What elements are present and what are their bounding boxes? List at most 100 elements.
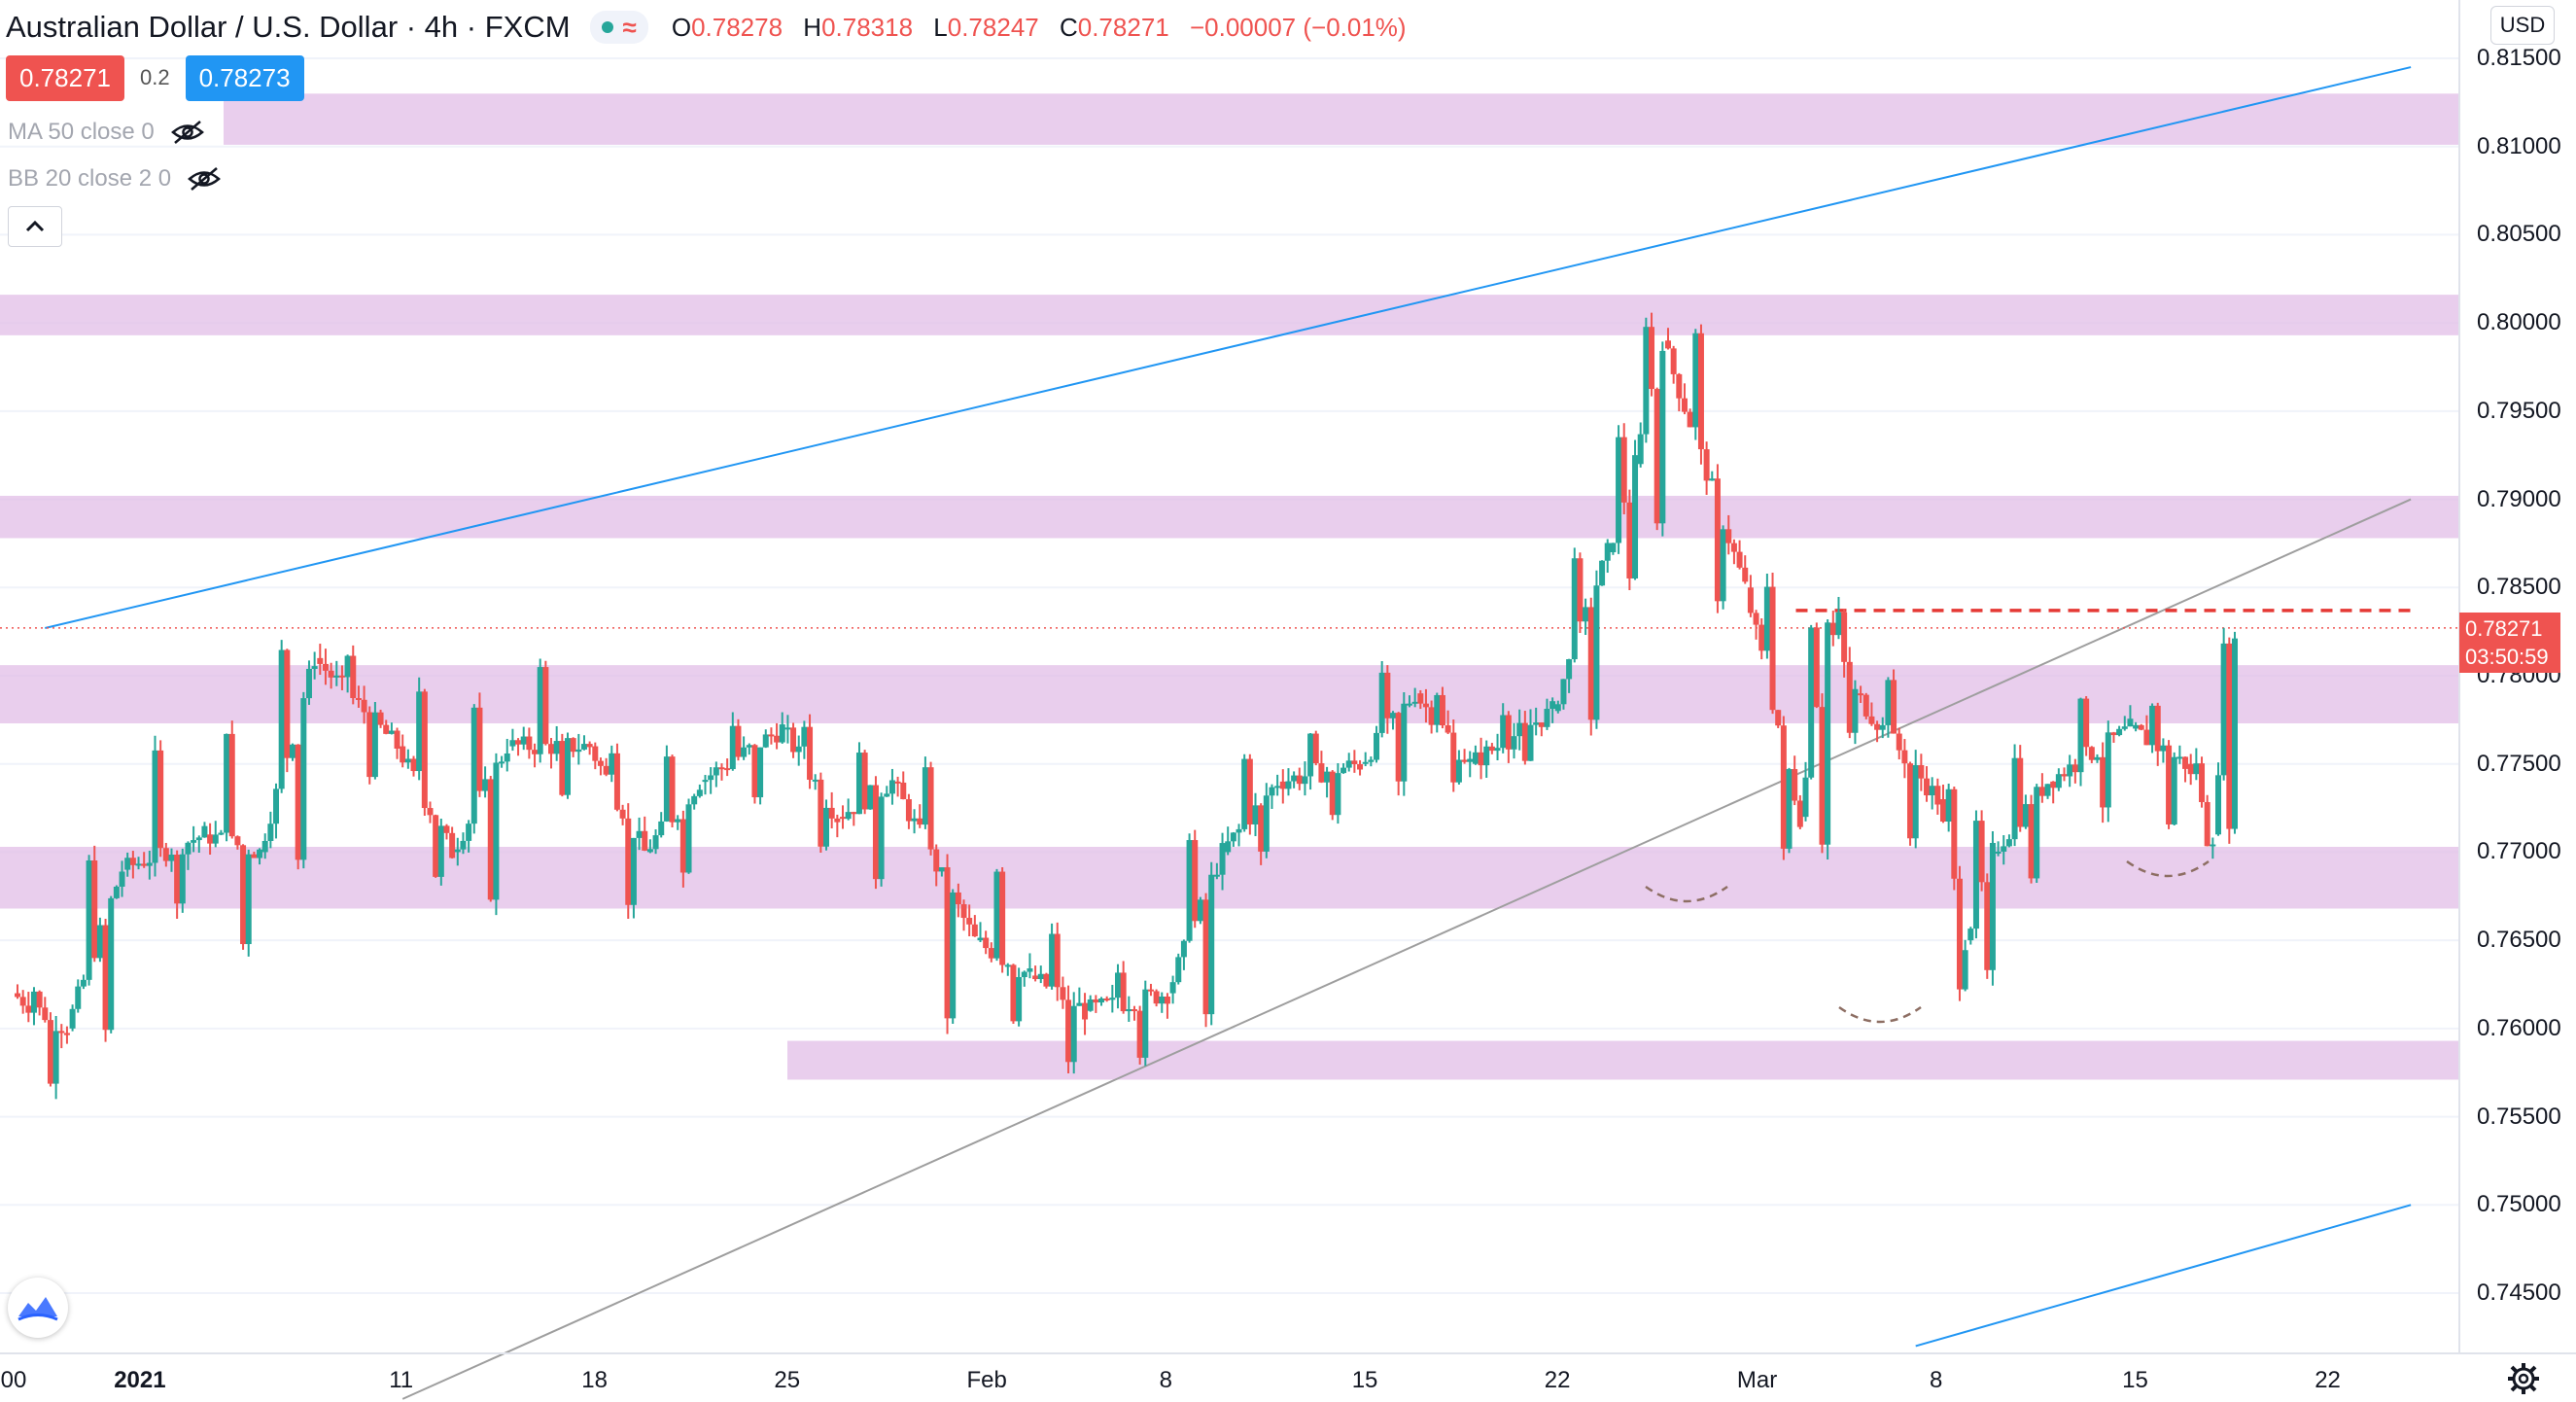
candle-down	[383, 724, 390, 734]
candle-up	[823, 807, 830, 847]
candle-up	[1269, 787, 1275, 796]
candle-down	[1136, 1010, 1143, 1058]
candle-down	[1725, 529, 1732, 543]
candle-down	[63, 1033, 70, 1035]
chevron-up-icon	[25, 220, 45, 232]
candle-down	[2166, 745, 2173, 824]
candle-up	[537, 667, 543, 754]
candle-up	[416, 691, 423, 772]
candle-up	[371, 712, 378, 778]
candle-down	[1670, 348, 1677, 374]
candle-up	[1885, 680, 1892, 725]
collapse-legend-button[interactable]	[8, 206, 62, 247]
candle-up	[108, 897, 115, 1031]
candle-down	[1445, 725, 1451, 733]
candle-up	[609, 753, 615, 775]
candle-up	[245, 854, 252, 945]
candle-up	[2176, 756, 2183, 759]
candle-up	[1241, 758, 1248, 829]
time-axis-label: 15	[2122, 1367, 2148, 1393]
symbol-legend: Australian Dollar / U.S. Dollar · 4h · F…	[6, 4, 1420, 51]
candle-up	[1604, 543, 1611, 561]
buy-button[interactable]: 0.78273	[185, 54, 304, 101]
time-axis-label: 22	[1544, 1367, 1571, 1393]
time-axis-label: 22	[2315, 1367, 2341, 1393]
trendline-gray	[401, 498, 2412, 1400]
tradingview-logo-button[interactable]	[8, 1278, 68, 1338]
symbol-title[interactable]: Australian Dollar / U.S. Dollar · 4h · F…	[6, 10, 571, 44]
candle-down	[1065, 999, 1072, 1063]
candle-down	[1478, 752, 1484, 766]
candle-up	[2210, 844, 2216, 847]
gear-icon[interactable]	[2504, 1359, 2543, 1398]
candle-down	[91, 860, 98, 959]
candle-up	[466, 824, 472, 841]
candle-down	[1742, 567, 1749, 582]
candle-up	[344, 655, 351, 678]
price-axis-label: 0.79500	[2477, 397, 2561, 424]
candle-up	[1720, 529, 1726, 602]
time-axis-label: 8	[1930, 1367, 1943, 1393]
price-zone	[787, 1040, 2459, 1080]
candle-up	[2094, 756, 2101, 760]
indicator-ma[interactable]: MA 50 close 0	[8, 115, 205, 150]
candle-down	[1202, 899, 1209, 1015]
candle-down	[2204, 801, 2210, 847]
candle-down	[526, 736, 533, 751]
candle-up	[729, 725, 736, 770]
candle-up	[1610, 543, 1617, 552]
candle-up	[708, 775, 714, 781]
price-axis-label: 0.74500	[2477, 1279, 2561, 1306]
candle-up	[2067, 764, 2073, 777]
eye-hidden-icon[interactable]	[187, 166, 222, 192]
candle-down	[905, 799, 912, 822]
candle-down	[2182, 756, 2189, 769]
candle-down	[818, 779, 824, 847]
candle-down	[1279, 781, 1286, 789]
candle-down	[2187, 763, 2194, 775]
candle-down	[1846, 661, 1853, 733]
spread-value: 0.2	[139, 65, 170, 89]
candle-up	[938, 867, 945, 872]
candle-down	[1891, 680, 1897, 734]
currency-button[interactable]: USD	[2490, 6, 2555, 45]
candle-down	[58, 1031, 65, 1034]
candle-up	[80, 979, 87, 987]
candle-down	[625, 818, 632, 905]
status-pill[interactable]: ≈	[589, 11, 648, 44]
candle-up	[311, 666, 318, 669]
candle-down	[141, 863, 148, 866]
candle-up	[702, 780, 709, 783]
candle-up	[696, 789, 703, 796]
indicator-bb[interactable]: BB 20 close 2 0	[8, 161, 222, 196]
candle-up	[30, 991, 37, 1013]
candle-up	[1472, 752, 1479, 764]
candle-down	[427, 808, 434, 816]
eye-hidden-icon[interactable]	[170, 120, 205, 145]
candle-up	[1802, 777, 1809, 818]
candle-up	[2171, 756, 2177, 824]
candle-down	[1032, 975, 1039, 980]
wave-icon: ≈	[622, 12, 637, 42]
candle-down	[515, 740, 522, 745]
candle-up	[1516, 722, 1523, 737]
candle-down	[102, 925, 109, 1031]
candle-up	[2011, 757, 2018, 840]
candle-up	[1571, 558, 1578, 660]
candle-up	[575, 749, 582, 753]
trendlines	[0, 66, 2459, 1400]
candle-down	[2226, 643, 2233, 829]
candle-up	[257, 849, 263, 859]
sell-button[interactable]: 0.78271	[6, 54, 124, 101]
candle-down	[1153, 991, 1160, 1004]
candle-down	[1093, 999, 1099, 1003]
candle-up	[746, 745, 752, 748]
candle-up	[470, 707, 477, 824]
candle-up	[1037, 973, 1044, 980]
candle-up	[1076, 1002, 1083, 1006]
candle-down	[1747, 587, 1754, 613]
candle-down	[807, 726, 814, 780]
candle-up	[795, 746, 802, 753]
candle-up	[86, 860, 92, 980]
